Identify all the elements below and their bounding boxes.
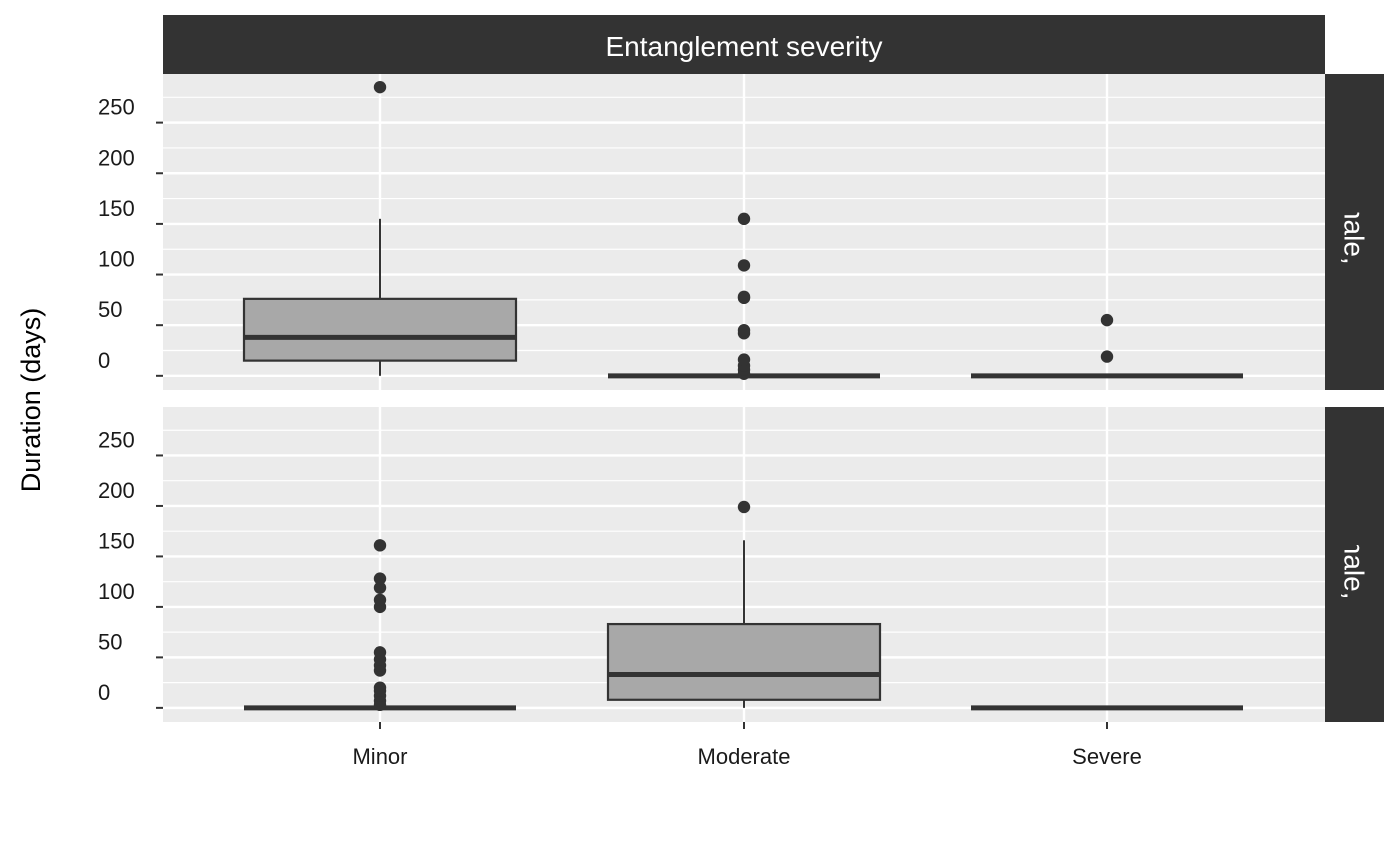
box-minor: [244, 539, 516, 712]
outlier-point: [737, 259, 751, 272]
y-tick-label: 150: [98, 196, 135, 221]
panel-adults: 0 50 100 150 200 250: [98, 74, 1325, 390]
outlier-point: [373, 572, 387, 585]
y-axis-title: Duration (days): [16, 308, 46, 493]
outlier-point: [737, 212, 751, 226]
outlier-point: [1100, 350, 1114, 363]
outlier-point: [373, 593, 387, 607]
box-moderate: [606, 500, 882, 708]
outlier-point: [373, 80, 387, 94]
x-tick-label: Moderate: [698, 744, 791, 769]
right-strip-label-calves: Calves (male, female): [1339, 428, 1370, 700]
box-severe: [971, 313, 1243, 379]
y-tick-label: 150: [98, 528, 135, 553]
box-minor: [242, 80, 518, 376]
x-axis: Minor Moderate Severe: [352, 722, 1142, 769]
box-iqr: [242, 297, 518, 362]
outlier-point: [737, 324, 751, 337]
y-tick-label: 100: [98, 247, 135, 272]
x-tick-label: Minor: [352, 744, 407, 769]
outlier-point: [737, 353, 751, 366]
y-tick-label: 250: [98, 427, 135, 452]
top-strip-label: Entanglement severity: [605, 31, 882, 62]
y-tick-label: 100: [98, 579, 135, 604]
right-strip-background-calves: [1325, 407, 1384, 722]
outlier-point: [373, 681, 387, 694]
outlier-point: [373, 539, 387, 552]
outlier-point: [373, 581, 387, 594]
outlier-point: [1100, 313, 1114, 327]
outlier-point: [373, 646, 387, 659]
y-tick-label: 250: [98, 95, 135, 120]
y-tick-label: 0: [98, 348, 110, 373]
y-tick-label: 200: [98, 145, 135, 170]
x-tick-label: Severe: [1072, 744, 1142, 769]
panel-calves: 0 50 100 150 200 250: [98, 407, 1325, 722]
right-strip-label-adults: Adults (female, lactating): [1339, 78, 1370, 386]
box-iqr: [606, 622, 882, 701]
box-moderate: [608, 212, 880, 380]
y-tick-label: 200: [98, 478, 135, 503]
outlier-point: [737, 290, 751, 304]
y-tick-label: 50: [98, 629, 122, 654]
outlier-point: [737, 500, 751, 514]
y-tick-label: 0: [98, 680, 110, 705]
top-strip-background: [163, 15, 1325, 74]
y-tick-label: 50: [98, 297, 122, 322]
right-strip-background-adults: [1325, 74, 1384, 390]
